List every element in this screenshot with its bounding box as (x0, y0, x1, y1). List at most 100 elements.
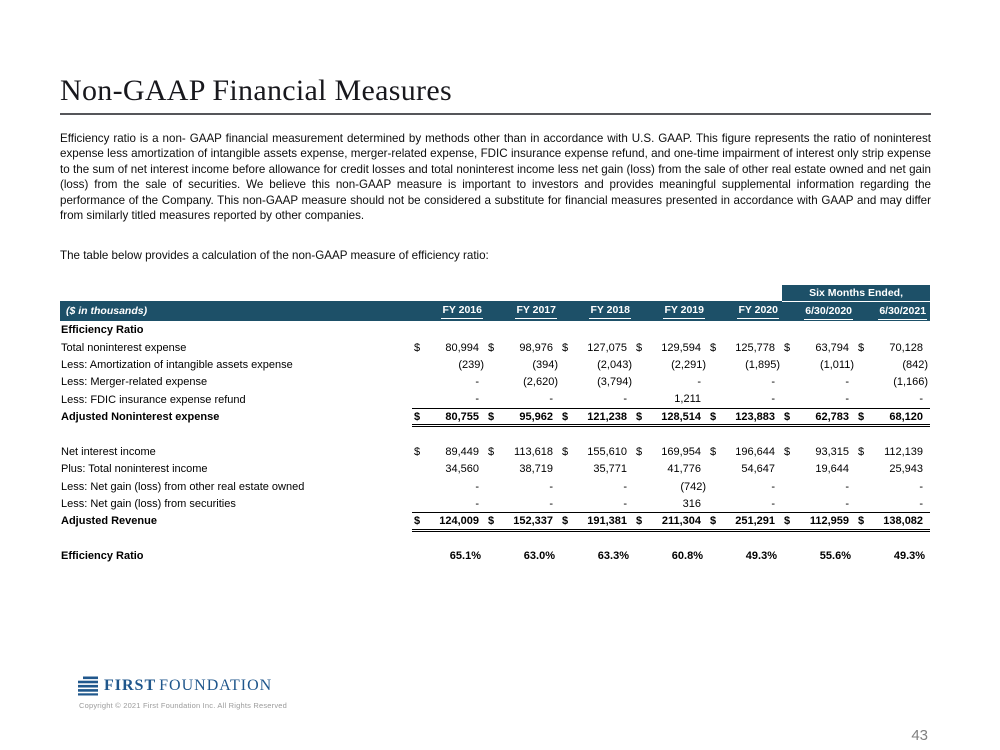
value-cell: - (475, 480, 479, 493)
dollar-cell: $ (488, 445, 495, 458)
row-label: Total noninterest expense (61, 341, 187, 354)
dollar-cell (782, 548, 797, 565)
dollar-cell (856, 478, 871, 495)
dollar-cell (856, 495, 871, 512)
dollar-cell: $ (708, 407, 723, 428)
value-cell: - (771, 497, 775, 510)
value-cell: 93,315 (815, 445, 849, 458)
value-cell: 70,128 (889, 341, 924, 354)
dollar-cell (486, 461, 501, 478)
table-row: Less: Net gain (loss) from securities - - -… (60, 495, 930, 512)
table-row: Adjusted Revenue $124,009 $152,337 $191,381… (60, 512, 931, 532)
financial-table: Six Months Ended, ($ in thousands) FY 2016… (60, 285, 931, 565)
value-cell: - (623, 480, 627, 493)
dollar-cell (412, 548, 427, 565)
value-cell: 65.1% (449, 550, 481, 563)
header-spacer (60, 285, 782, 301)
value-cell: (742) (680, 480, 706, 493)
value-cell: 41,776 (667, 463, 701, 476)
column-header: FY 2018 (560, 301, 634, 322)
row-label: Less: FDIC insurance expense refund (61, 393, 246, 406)
dollar-cell (856, 461, 871, 478)
value-cell: 129,594 (661, 341, 701, 354)
value-cell: 191,381 (575, 512, 634, 532)
value-cell: (3,794) (597, 376, 632, 389)
dollar-cell (412, 374, 427, 391)
value-cell: - (475, 497, 479, 510)
value-cell: - (771, 480, 775, 493)
copyright-text: Copyright © 2021 First Foundation Inc. A… (79, 701, 288, 710)
value-cell: 55.6% (819, 550, 851, 563)
value-cell: 127,075 (587, 341, 627, 354)
dollar-cell: $ (856, 407, 871, 428)
dollar-cell (560, 356, 575, 373)
row-label: Less: Amortization of intangible assets … (61, 358, 293, 371)
row-label-header: ($ in thousands) (60, 301, 412, 322)
column-header: 6/30/2021 (856, 301, 931, 322)
value-cell: 68,120 (871, 407, 931, 428)
value-cell: 62,783 (797, 407, 856, 428)
dollar-cell: $ (560, 407, 575, 428)
value-cell: 49.3% (893, 550, 926, 563)
value-cell: - (919, 497, 924, 510)
dollar-cell: $ (634, 512, 649, 532)
dollar-cell (634, 495, 649, 512)
dollar-cell: $ (782, 512, 797, 532)
dollar-cell: $ (414, 341, 421, 354)
row-label: Less: Net gain (loss) from securities (61, 498, 236, 511)
value-cell: 19,644 (815, 463, 849, 476)
dollar-cell: $ (710, 445, 717, 458)
dollar-cell: $ (562, 341, 569, 354)
value-cell: - (623, 393, 627, 406)
column-header: FY 2016 (412, 301, 486, 322)
value-cell: 63,794 (815, 341, 849, 354)
dollar-cell (486, 478, 501, 495)
dollar-cell (560, 391, 575, 408)
dollar-cell (634, 548, 649, 565)
value-cell: 63.0% (523, 550, 555, 563)
value-cell: 60.8% (671, 550, 703, 563)
value-cell: - (623, 497, 627, 510)
column-header-label: FY 2020 (737, 303, 779, 320)
dollar-cell: $ (784, 341, 791, 354)
value-cell: - (845, 480, 849, 493)
value-cell: 54,647 (741, 463, 775, 476)
value-cell: 89,449 (445, 445, 479, 458)
dollar-cell (412, 391, 427, 408)
value-cell: 35,771 (593, 463, 627, 476)
dollar-cell: $ (488, 341, 495, 354)
dollar-cell: $ (636, 445, 643, 458)
dollar-cell (486, 495, 501, 512)
dollar-cell (634, 356, 649, 373)
value-cell: 138,082 (871, 512, 931, 532)
row-label: Net interest income (61, 445, 156, 458)
dollar-cell (856, 356, 871, 373)
dollar-cell: $ (560, 512, 575, 532)
row-label: Adjusted Revenue (61, 515, 157, 528)
column-header-label: FY 2018 (589, 303, 631, 320)
table-row: Less: FDIC insurance expense refund - - - 1,… (60, 391, 930, 408)
dollar-cell (412, 461, 427, 478)
value-cell: 169,954 (661, 445, 701, 458)
column-header-label: 6/30/2021 (878, 304, 928, 320)
value-cell: (1,011) (819, 358, 854, 371)
value-cell: (842) (902, 358, 929, 371)
table-row: Plus: Total noninterest income 34,560 38,7… (60, 461, 930, 478)
dollar-cell (486, 374, 501, 391)
row-label: Efficiency Ratio (61, 550, 144, 563)
column-header: 6/30/2020 (782, 301, 856, 322)
table-group-header-row: Six Months Ended, (60, 285, 931, 302)
dollar-cell: $ (708, 512, 723, 532)
value-cell: 113,618 (514, 445, 553, 458)
value-cell: (394) (532, 358, 558, 371)
table-row: Less: Net gain (loss) from other real es… (60, 478, 930, 495)
value-cell: 112,959 (797, 512, 856, 532)
table-row: Efficiency Ratio 65.1% 63.0% 63.3% 60.8% 49.3… (60, 548, 930, 565)
value-cell: 1,211 (674, 393, 701, 406)
row-filler (412, 426, 930, 443)
row-filler (412, 530, 930, 547)
first-foundation-logo: FIRST FOUNDATION (78, 676, 287, 696)
value-cell: 123,883 (723, 407, 782, 428)
dollar-cell (634, 374, 649, 391)
